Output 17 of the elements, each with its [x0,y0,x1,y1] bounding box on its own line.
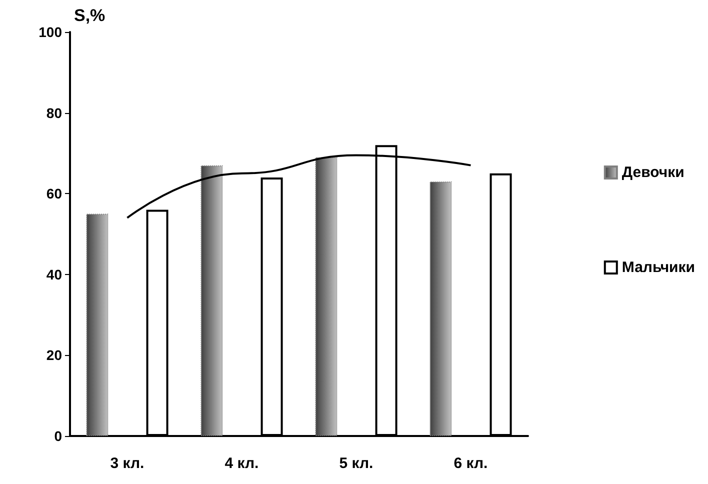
y-tick-label: 20 [46,347,62,364]
y-tick-label: 60 [46,186,62,202]
bar [86,214,108,436]
x-tick-label: 3 кл. [110,455,144,472]
bar [200,165,223,436]
legend-label: Мальчики [622,259,696,276]
y-tick-label: 100 [38,24,62,40]
legend-label: Девочки [622,164,684,181]
bar [315,157,338,436]
y-tick-label: 40 [46,266,62,282]
y-axis-title: S,% [74,6,106,25]
y-tick-label: 80 [46,104,62,121]
bar [430,181,452,436]
x-tick-label: 5 кл. [339,455,374,472]
x-tick-label: 6 кл. [454,455,488,472]
x-tick-label: 4 кл. [224,455,259,472]
y-tick-label: 0 [54,428,62,444]
